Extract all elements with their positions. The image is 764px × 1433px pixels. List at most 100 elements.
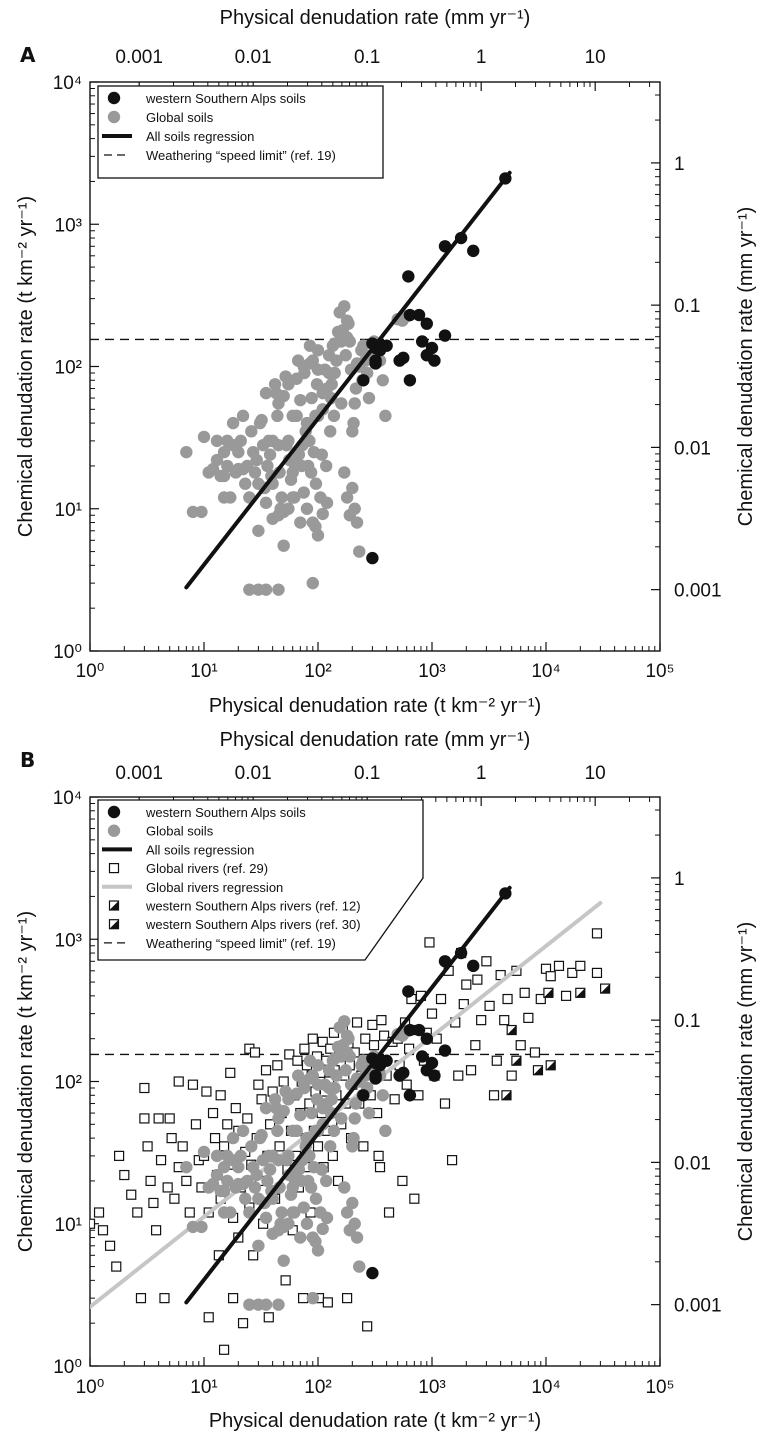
- data-point: [342, 317, 355, 330]
- data-point: [327, 1124, 341, 1138]
- x-axis-title: Physical denudation rate (t km⁻² yr⁻¹): [209, 695, 541, 717]
- data-point: [239, 1192, 252, 1205]
- series-western-southern-alps-rivers-ref-12: [506, 983, 611, 1066]
- x-tick-label: 10³: [418, 661, 445, 682]
- data-point: [461, 979, 472, 990]
- data-point: [294, 393, 307, 407]
- data-point: [362, 1321, 373, 1332]
- data-point: [366, 1266, 379, 1280]
- data-point: [358, 1141, 369, 1152]
- all-soils-regression-line: [184, 885, 512, 1305]
- data-point: [380, 339, 393, 352]
- data-point: [306, 1291, 319, 1305]
- data-point: [335, 1112, 348, 1125]
- data-point: [226, 1131, 240, 1145]
- data-point: [403, 1089, 417, 1102]
- data-point: [290, 372, 303, 385]
- data-point: [346, 481, 359, 495]
- data-point: [272, 397, 285, 410]
- legend-label: western Southern Alps soils: [145, 805, 306, 820]
- data-point: [339, 349, 352, 362]
- data-point: [376, 1015, 387, 1026]
- y-axis-title: Chemical denudation rate (t km⁻² yr⁻¹): [15, 911, 37, 1252]
- data-point: [369, 1072, 382, 1085]
- data-point: [139, 1113, 150, 1124]
- data-point: [243, 583, 256, 596]
- data-point: [300, 1217, 314, 1230]
- data-point: [472, 974, 483, 985]
- data-point: [277, 1254, 290, 1267]
- data-point: [373, 1150, 384, 1161]
- data-point: [259, 1101, 273, 1115]
- legend-label: Global rivers (ref. 29): [146, 861, 268, 876]
- legend-swatch: [108, 919, 120, 930]
- legend-label: Global soils: [146, 110, 214, 125]
- x-tick-label: 10⁰: [76, 1377, 105, 1398]
- right-axis-title: Chemical denudation rate (mm yr⁻¹): [735, 922, 757, 1242]
- data-point: [320, 1211, 334, 1225]
- legend-swatch: [107, 110, 121, 124]
- panel-letter: A: [20, 43, 36, 67]
- data-point: [415, 335, 429, 348]
- data-point: [346, 1196, 359, 1210]
- data-point: [250, 1168, 263, 1182]
- y-tick-label: 10⁰: [53, 1357, 82, 1378]
- right-tick-label: 1: [674, 154, 685, 175]
- legend-item: Global rivers regression: [102, 880, 283, 895]
- data-point: [425, 1056, 439, 1070]
- data-point: [367, 1019, 378, 1030]
- x-tick-label: 10³: [418, 1377, 445, 1398]
- data-point: [277, 539, 290, 552]
- data-point: [236, 409, 250, 423]
- data-point: [347, 1131, 360, 1145]
- right-axis-title: Chemical denudation rate (mm yr⁻¹): [735, 207, 757, 527]
- data-point: [290, 1124, 303, 1138]
- data-point: [467, 244, 480, 258]
- data-point: [225, 1067, 236, 1078]
- data-point: [228, 1293, 239, 1304]
- data-point: [169, 1193, 180, 1204]
- data-point: [297, 1293, 309, 1304]
- data-point: [263, 1163, 277, 1176]
- data-point: [499, 1015, 510, 1026]
- all-soils-regression-line: [184, 170, 512, 590]
- data-point: [311, 1078, 325, 1091]
- data-point: [93, 1207, 105, 1218]
- data-point: [316, 507, 329, 521]
- legend-label: All soils regression: [146, 842, 254, 857]
- data-point: [294, 516, 307, 529]
- data-point: [177, 1141, 188, 1152]
- data-point: [207, 1107, 219, 1119]
- data-point: [290, 1087, 303, 1100]
- data-point: [221, 1174, 234, 1188]
- data-point: [286, 491, 299, 504]
- data-point: [379, 1124, 392, 1138]
- data-point: [316, 1222, 329, 1236]
- data-point: [591, 928, 603, 939]
- data-point: [397, 1175, 408, 1187]
- data-point: [353, 545, 366, 558]
- data-point: [560, 990, 572, 1001]
- data-point: [292, 1055, 303, 1066]
- data-point: [311, 529, 325, 542]
- data-point: [402, 270, 415, 283]
- data-point: [438, 329, 452, 342]
- data-point: [271, 409, 284, 423]
- data-point: [119, 1169, 130, 1181]
- data-point: [215, 1090, 226, 1101]
- data-point: [340, 331, 354, 344]
- data-point: [210, 1168, 224, 1182]
- data-point: [403, 308, 417, 322]
- x-tick-label: 10⁰: [76, 661, 105, 682]
- data-point: [348, 502, 361, 515]
- right-tick-label: 0.001: [674, 1296, 722, 1317]
- data-point: [311, 363, 325, 376]
- data-point: [135, 1293, 147, 1304]
- legend-swatch: [107, 805, 121, 819]
- series-global-soils: [180, 300, 413, 596]
- data-point: [203, 1312, 214, 1323]
- data-point: [380, 1054, 393, 1067]
- data-point: [280, 1275, 291, 1286]
- data-point: [317, 1036, 328, 1047]
- top-tick-label: 0.1: [354, 47, 380, 68]
